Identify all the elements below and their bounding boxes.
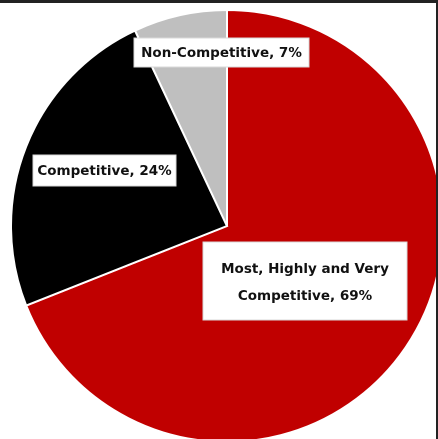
data-label-text-line-2: Competitive, 69% [238, 288, 373, 304]
data-label-text-line-1: Most, Highly and Very [221, 261, 389, 277]
data-label-box [202, 241, 408, 321]
data-label-text: Competitive, 24% [37, 163, 172, 179]
data-label-competitive: Competitive, 24% [32, 154, 177, 187]
data-label-box [32, 154, 177, 187]
data-label-non-competitive: Non-Competitive, 7% [133, 37, 310, 68]
data-label-most-highly-very-competitive: Most, Highly and Very Competitive, 69% [202, 241, 408, 321]
pie-slices [10, 8, 438, 439]
pie-slice-most-highly-and-very-competitive [24, 8, 438, 439]
data-label-text: Non-Competitive, 7% [141, 45, 302, 61]
data-label-box [133, 37, 310, 68]
